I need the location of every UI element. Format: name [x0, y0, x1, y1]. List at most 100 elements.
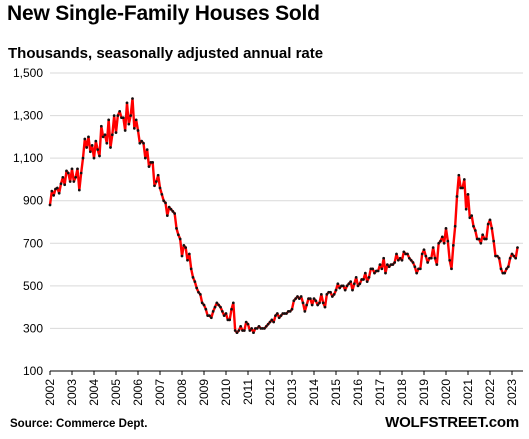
data-point	[472, 224, 475, 228]
data-point	[107, 118, 111, 122]
data-point	[165, 214, 169, 217]
data-point	[112, 114, 116, 117]
data-point	[143, 156, 147, 160]
data-point	[110, 133, 114, 137]
data-point	[131, 97, 134, 100]
data-point	[215, 301, 219, 305]
data-point	[114, 131, 118, 134]
data-point	[402, 250, 406, 254]
data-point	[356, 284, 360, 288]
data-point	[66, 171, 70, 175]
data-point	[160, 192, 164, 196]
data-point	[305, 303, 309, 307]
y-tick-label: 500	[23, 279, 43, 293]
data-point	[297, 297, 301, 300]
data-point	[371, 267, 375, 271]
data-point	[136, 129, 140, 132]
data-point	[411, 261, 415, 264]
data-point	[70, 167, 74, 171]
data-point	[178, 237, 182, 241]
x-tick-label: 2012	[263, 379, 277, 406]
data-point	[79, 171, 83, 175]
data-point	[420, 252, 424, 256]
y-tick-label: 900	[23, 194, 43, 208]
data-point	[171, 210, 175, 213]
data-point	[167, 205, 171, 209]
data-point	[87, 135, 90, 139]
data-point	[246, 322, 250, 326]
data-point	[440, 235, 444, 239]
data-point	[231, 301, 235, 305]
x-tick-label: 2006	[131, 379, 145, 406]
data-point	[208, 314, 211, 318]
x-tick-label: 2010	[219, 379, 233, 406]
data-point	[125, 101, 129, 105]
data-point	[116, 114, 120, 117]
data-point	[103, 133, 107, 137]
data-point	[429, 256, 433, 260]
x-tick-label: 2003	[65, 379, 79, 406]
data-point	[464, 207, 468, 211]
data-point	[384, 271, 387, 275]
data-point	[88, 150, 92, 154]
data-point	[400, 258, 404, 262]
x-tick-label: 2018	[395, 379, 409, 406]
data-point	[296, 295, 299, 298]
y-tick-label: 100	[23, 364, 43, 378]
data-point	[444, 227, 448, 230]
data-point	[435, 263, 439, 266]
data-point	[316, 303, 320, 307]
data-point	[439, 239, 442, 243]
data-point	[195, 286, 199, 290]
data-point	[252, 331, 255, 335]
data-point	[90, 144, 94, 147]
data-point	[354, 275, 358, 279]
data-point	[450, 267, 453, 271]
data-point	[244, 320, 248, 324]
data-point	[81, 156, 85, 160]
data-point	[514, 256, 518, 260]
data-point	[274, 314, 277, 318]
data-point	[277, 316, 281, 320]
axes	[49, 370, 523, 375]
data-point	[275, 312, 279, 315]
data-point	[158, 186, 162, 190]
data-point	[321, 301, 325, 305]
data-point	[347, 282, 351, 286]
data-point	[101, 135, 105, 139]
data-point	[385, 263, 389, 266]
data-point	[495, 254, 499, 258]
data-point	[129, 114, 133, 117]
data-point	[341, 284, 345, 288]
data-point	[506, 265, 510, 269]
data-point	[55, 186, 59, 190]
data-point	[109, 146, 112, 149]
data-point	[462, 178, 466, 181]
data-point	[323, 305, 327, 309]
data-point	[121, 116, 125, 120]
data-point	[72, 180, 76, 183]
data-point	[299, 295, 303, 298]
data-point	[290, 307, 294, 311]
data-point	[202, 303, 206, 307]
data-point	[239, 324, 243, 328]
x-axis-tick-labels: 2002 2003 2004 2005 2006 2007 2008 2009 2010 2011…	[43, 379, 519, 406]
data-point	[406, 252, 409, 256]
data-point	[189, 267, 193, 271]
data-point	[217, 303, 221, 307]
data-point	[481, 233, 485, 237]
data-point	[345, 284, 349, 288]
data-point	[248, 329, 252, 332]
data-point	[182, 244, 186, 247]
data-point	[508, 256, 512, 260]
data-point	[308, 297, 312, 300]
data-point	[330, 295, 334, 298]
data-point	[250, 327, 254, 330]
data-point	[118, 109, 122, 113]
data-point	[255, 327, 259, 330]
data-point	[77, 188, 81, 192]
data-point	[424, 254, 428, 258]
data-point	[426, 261, 430, 264]
data-point	[197, 290, 200, 294]
y-tick-label: 300	[23, 321, 43, 335]
